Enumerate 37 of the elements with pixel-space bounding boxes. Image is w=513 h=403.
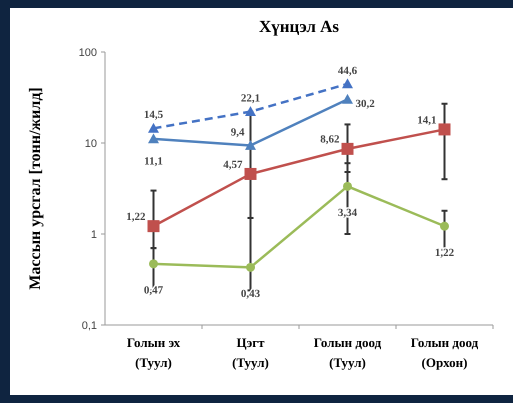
data-label: 14,1 <box>417 114 436 126</box>
data-label: 44,6 <box>338 64 358 77</box>
data-label: 0,47 <box>144 284 164 297</box>
data-label: 30,2 <box>356 98 376 110</box>
y-tick-label: 1 <box>90 228 97 241</box>
x-tick-label: Голын доод (Орхон) <box>410 335 479 370</box>
point <box>148 133 159 144</box>
point <box>342 78 353 88</box>
data-label: 1,22 <box>126 210 146 223</box>
data-label: 9,4 <box>230 126 245 138</box>
x-tick-label: Голын доод (Туул) <box>314 335 382 370</box>
data-label: 22,1 <box>240 92 260 105</box>
point <box>245 106 256 116</box>
data-label: 14,5 <box>144 109 164 122</box>
x-tick-label: Голын эх (Туул) <box>126 335 181 370</box>
point <box>245 140 256 150</box>
data-label: 11,1 <box>144 156 163 168</box>
point <box>342 94 353 104</box>
x-tick-label: Цэгт (Туул) <box>232 335 269 370</box>
point <box>440 222 449 231</box>
data-label: 4,57 <box>223 158 243 171</box>
data-label: 0,43 <box>240 288 261 300</box>
point <box>343 182 352 191</box>
y-tick-label: 10 <box>84 138 97 150</box>
point <box>246 262 255 272</box>
data-label: 1,22 <box>434 246 455 259</box>
chart-title: Хүнцэл As <box>258 17 340 36</box>
point <box>148 220 160 232</box>
point <box>149 259 158 268</box>
y-axis-title: Массын урсгал [тонн/жилд] <box>27 87 44 290</box>
point <box>148 122 159 133</box>
point <box>244 168 256 180</box>
data-label: 8,62 <box>320 134 340 146</box>
point <box>438 123 450 136</box>
y-tick-label: 100 <box>78 46 97 59</box>
point <box>342 142 354 155</box>
y-tick-label: 0,1 <box>82 320 97 332</box>
